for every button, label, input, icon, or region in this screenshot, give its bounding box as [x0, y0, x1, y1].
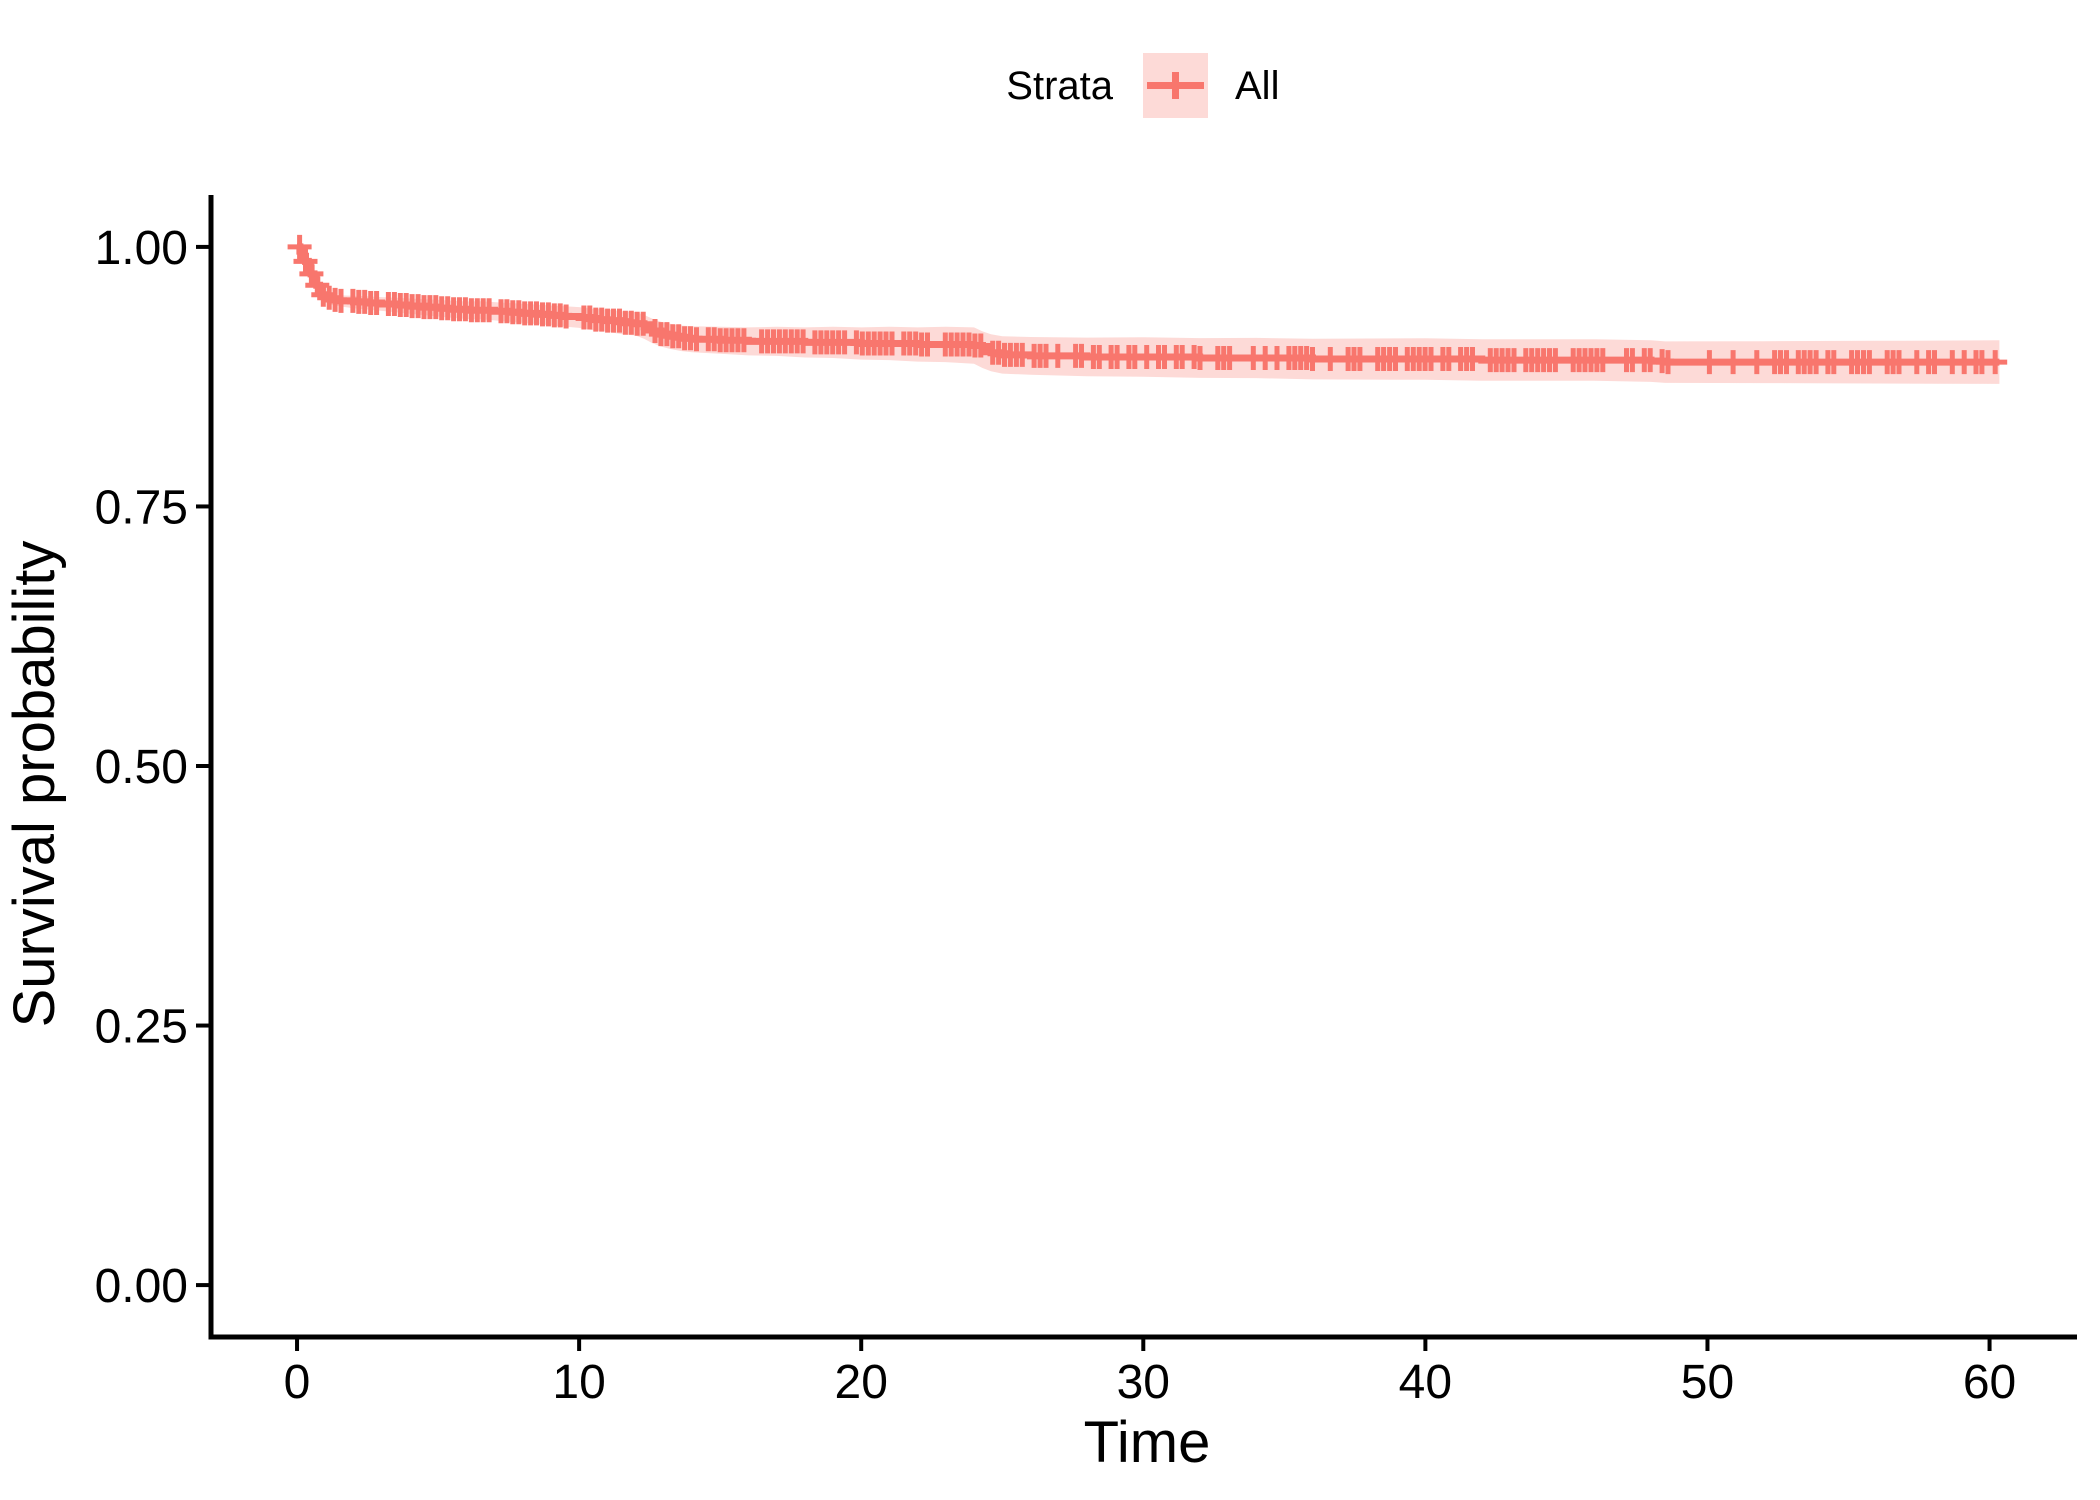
x-tick-label: 0 — [284, 1356, 311, 1409]
axes: 0 10 20 30 40 50 60 0.00 0.25 0.50 0.75 1.00 — [95, 195, 2077, 1409]
legend: Strata All — [1006, 53, 1279, 118]
y-tick-label: 0.00 — [95, 1260, 188, 1313]
censor-marks — [287, 234, 2008, 375]
legend-entry-label: All — [1235, 64, 1279, 108]
x-axis-title: Time — [1084, 1410, 1211, 1475]
x-tick-label: 10 — [552, 1356, 605, 1409]
x-tick-label: 50 — [1681, 1356, 1734, 1409]
censor-plus-marks — [287, 234, 2008, 375]
censor-plus-icon — [1147, 72, 1204, 99]
x-tick-label: 30 — [1117, 1356, 1170, 1409]
y-tick-label: 0.25 — [95, 1001, 188, 1054]
y-tick-label: 0.75 — [95, 481, 188, 534]
x-tick-label: 60 — [1963, 1356, 2016, 1409]
x-tick-label: 40 — [1399, 1356, 1452, 1409]
y-tick-label: 0.50 — [95, 741, 188, 794]
x-tick-label: 20 — [835, 1356, 888, 1409]
y-tick-label: 1.00 — [95, 222, 188, 275]
legend-title: Strata — [1006, 64, 1113, 108]
y-axis-title: Survival probability — [2, 541, 67, 1028]
